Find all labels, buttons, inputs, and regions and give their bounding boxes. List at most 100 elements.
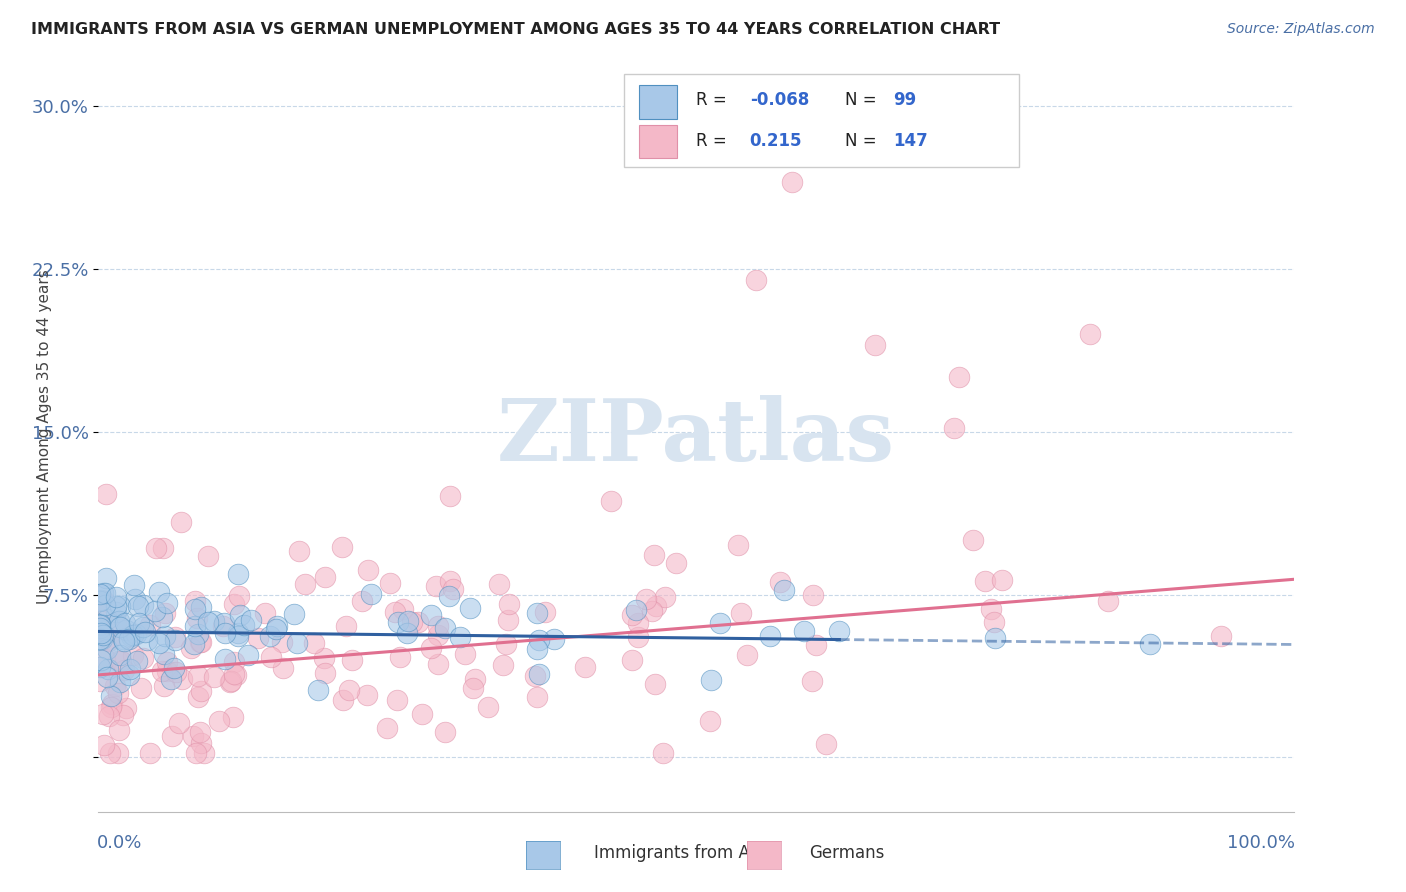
Point	[160, 729, 183, 743]
Point	[107, 723, 129, 738]
Point	[621, 652, 644, 666]
Point	[973, 574, 995, 589]
Point	[828, 624, 851, 639]
Point	[132, 620, 155, 634]
Point	[89, 632, 111, 646]
Point	[229, 607, 252, 622]
Point	[129, 681, 152, 696]
Point	[202, 670, 225, 684]
Point	[187, 627, 209, 641]
Point	[90, 626, 112, 640]
Point	[332, 540, 354, 554]
Point	[396, 614, 419, 628]
Point	[636, 592, 658, 607]
Text: N =: N =	[845, 132, 882, 150]
Point	[793, 624, 815, 638]
Point	[190, 600, 212, 615]
Point	[98, 746, 121, 760]
Point	[104, 679, 127, 693]
Point	[627, 630, 650, 644]
Point	[224, 597, 246, 611]
Point	[143, 604, 166, 618]
Point	[437, 589, 460, 603]
Point	[155, 629, 177, 643]
Point	[801, 673, 824, 688]
Point	[271, 661, 294, 675]
Point	[120, 662, 142, 676]
Point	[228, 590, 250, 604]
Point	[204, 614, 226, 628]
Point	[454, 647, 477, 661]
Point	[1139, 638, 1161, 652]
Text: 99: 99	[893, 91, 917, 109]
Point	[172, 672, 194, 686]
Point	[526, 641, 548, 656]
Point	[156, 656, 179, 670]
Point	[599, 494, 621, 508]
Point	[411, 706, 433, 721]
Point	[226, 566, 249, 581]
Point	[97, 633, 120, 648]
Point	[127, 599, 149, 614]
Point	[225, 667, 247, 681]
Point	[108, 614, 131, 628]
Point	[156, 596, 179, 610]
Point	[155, 606, 177, 620]
Point	[737, 648, 759, 663]
Point	[145, 541, 167, 556]
Point	[122, 577, 145, 591]
Point	[352, 593, 374, 607]
Point	[496, 613, 519, 627]
Text: 147: 147	[893, 132, 928, 150]
Point	[219, 675, 242, 690]
Point	[314, 666, 336, 681]
Point	[183, 637, 205, 651]
Point	[118, 668, 141, 682]
Text: Unemployment Among Ages 35 to 44 years: Unemployment Among Ages 35 to 44 years	[37, 269, 52, 605]
Point	[222, 710, 245, 724]
Point	[187, 690, 209, 705]
Point	[264, 622, 287, 636]
Point	[226, 629, 249, 643]
Point	[148, 636, 170, 650]
Point	[180, 641, 202, 656]
Point	[495, 637, 517, 651]
Point	[187, 669, 209, 683]
Point	[197, 549, 219, 563]
Point	[110, 654, 132, 668]
Point	[94, 487, 117, 501]
Point	[108, 648, 131, 663]
Point	[523, 669, 546, 683]
Point	[425, 579, 447, 593]
Point	[165, 633, 187, 648]
Point	[124, 591, 146, 606]
Point	[153, 679, 176, 693]
Point	[124, 627, 146, 641]
Point	[112, 632, 135, 646]
Point	[574, 659, 596, 673]
Point	[769, 575, 792, 590]
Point	[236, 648, 259, 662]
FancyBboxPatch shape	[624, 74, 1019, 168]
Point	[294, 577, 316, 591]
Point	[433, 621, 456, 635]
Point	[529, 632, 551, 647]
Point	[91, 586, 114, 600]
Point	[391, 602, 413, 616]
Point	[167, 716, 190, 731]
Point	[212, 616, 235, 631]
Point	[1097, 594, 1119, 608]
Point	[942, 421, 965, 435]
Point	[197, 615, 219, 629]
Point	[283, 607, 305, 622]
Point	[97, 632, 120, 647]
Point	[97, 662, 120, 676]
Point	[89, 587, 111, 601]
Point	[426, 628, 449, 642]
Point	[772, 583, 794, 598]
Point	[780, 175, 803, 189]
Point	[114, 615, 136, 630]
Point	[644, 599, 666, 613]
Point	[990, 573, 1012, 587]
Point	[112, 663, 135, 677]
